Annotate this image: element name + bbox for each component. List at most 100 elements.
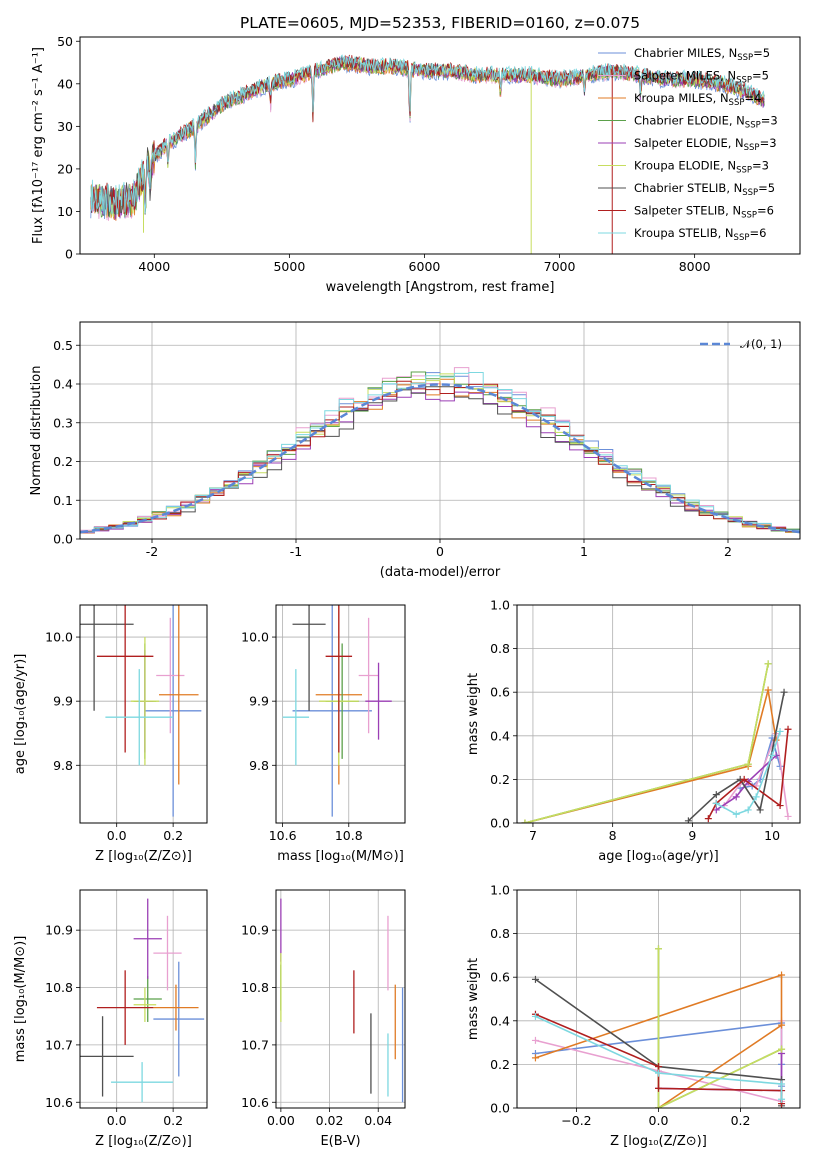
axes-spectrum: 4000 5000 6000 7000 8000 0 10 20 30 40 50 wavelengt… (31, 34, 801, 295)
y-tick-label: 10.0 (241, 630, 269, 645)
y-tick-label: 0.0 (490, 1101, 510, 1116)
x-tick-label: 0.2 (163, 828, 183, 843)
weight-marker (780, 688, 788, 696)
y-axis-label: Flux [fλ10⁻¹⁷ erg cm⁻² s⁻¹ A⁻¹] (31, 47, 46, 244)
x-tick-label: 9 (688, 828, 696, 843)
errorbar-point (80, 1016, 134, 1097)
axes-residuals: -2 -1 0 1 2 0.0 0.1 0.2 0.3 0.4 0.5 (data-model)/er… (29, 321, 801, 580)
weight-marker (778, 1045, 786, 1053)
errorbar-point (159, 605, 199, 785)
x-tick-label: 4000 (138, 259, 170, 274)
errorbar-point (105, 669, 174, 766)
x-tick-label: 0.2 (163, 1113, 183, 1128)
x-tick-label: −0.2 (561, 1113, 591, 1128)
weight-series-line (524, 689, 777, 823)
weight-marker (531, 1012, 539, 1020)
x-tick-label: 0.0 (107, 828, 127, 843)
axes-mass_vs_Z: 0.0 0.2 10.6 10.7 10.8 10.9 Z [log₁₀(Z/Z⊙)] mas… (13, 889, 208, 1149)
plot-area-weight_vs_Z (531, 945, 786, 1108)
legend-label: Kroupa MILES, NSSP=4 (634, 91, 761, 108)
errorbar-point (325, 605, 353, 753)
y-tick-label: 10.0 (45, 630, 73, 645)
plot-area-mass_vs_EBV (280, 898, 404, 1103)
weight-marker (712, 806, 720, 814)
axes-frame (79, 604, 208, 824)
legend-label: Chabrier MILES, NSSP=5 (634, 46, 770, 63)
y-tick-label: 9.9 (249, 694, 269, 709)
errorbar-point (156, 617, 185, 734)
plot-area-mass_vs_Z (80, 898, 205, 1103)
weight-marker (655, 945, 662, 953)
y-tick-label: 0.8 (490, 641, 510, 656)
axes-frame (275, 889, 406, 1109)
y-tick-label: 10.6 (241, 1095, 269, 1110)
errorbar-point (133, 898, 162, 979)
weight-marker (531, 975, 539, 983)
weight-marker (521, 819, 529, 823)
y-tick-label: 0.5 (53, 338, 73, 353)
x-tick-label: 10.8 (335, 828, 363, 843)
weight-marker (778, 971, 786, 979)
errorbar-point (153, 961, 205, 1077)
axes-weight_vs_Z: −0.2 0.0 0.2 0.0 0.2 0.4 0.6 0.8 1.0 Z [log₁₀(Z/Z… (466, 883, 801, 1149)
weight-series-line (535, 1015, 783, 1100)
x-tick-label: 2 (724, 544, 732, 559)
y-tick-label: 0.4 (53, 377, 73, 392)
y-tick-label: 0.3 (53, 415, 73, 430)
weight-marker (740, 775, 748, 783)
y-tick-label: 40 (57, 76, 73, 91)
weight-marker (655, 1069, 662, 1077)
x-tick-label: -2 (146, 544, 158, 559)
legend-label: Salpeter MILES, NSSP=5 (634, 69, 769, 86)
x-axis-label: E(B-V) (320, 1134, 360, 1149)
y-tick-label: 10.7 (241, 1037, 269, 1052)
x-tick-label: 0 (436, 544, 444, 559)
x-tick-label: 7 (529, 828, 537, 843)
legend-label: 𝒩(0, 1) (740, 337, 782, 351)
x-axis-label: Z [log₁₀(Z/Z⊙)] (95, 1134, 192, 1149)
weight-series-line (715, 754, 777, 811)
x-axis-label: age [log₁₀(age/yr)] (598, 849, 719, 864)
weight-marker (704, 815, 712, 823)
y-tick-label: 20 (57, 161, 73, 176)
y-tick-label: 10.6 (45, 1095, 73, 1110)
y-tick-label: 1.0 (490, 598, 510, 613)
x-tick-label: 10 (764, 828, 780, 843)
y-tick-label: 0.8 (490, 926, 510, 941)
errorbar-point (133, 987, 157, 1022)
weight-marker (764, 660, 772, 668)
legend-label: Salpeter STELIB, NSSP=6 (634, 204, 774, 221)
weight-marker (744, 760, 752, 768)
y-tick-label: 10.8 (45, 980, 73, 995)
errorbar-point (130, 637, 160, 766)
weight-marker (744, 806, 752, 814)
y-tick-label: 10.9 (45, 923, 73, 938)
x-axis-label: wavelength [Angstrom, rest frame] (326, 280, 555, 295)
x-axis-label: Z [log₁₀(Z/Z⊙)] (95, 849, 192, 864)
plot-area-weight_vs_age (521, 660, 792, 823)
y-tick-label: 0.1 (53, 493, 73, 508)
y-tick-label: 0.2 (53, 454, 73, 469)
weight-marker (778, 1095, 786, 1103)
weight-marker (531, 1036, 539, 1044)
errorbar-point (282, 669, 310, 766)
y-tick-label: 10 (57, 204, 73, 219)
errorbar-point (133, 976, 162, 1022)
weight-marker (655, 1063, 662, 1071)
errorbar-point (111, 1062, 174, 1103)
x-tick-label: 0.02 (316, 1113, 344, 1128)
weight-marker (784, 725, 792, 733)
x-tick-label: 0.0 (107, 1113, 127, 1128)
legend-label: Chabrier ELODIE, NSSP=3 (634, 114, 778, 131)
x-axis-label: mass [log₁₀(M/M⊙)] (277, 849, 404, 864)
y-axis-label: mass [log₁₀(M/M⊙)] (13, 936, 28, 1063)
weight-marker (784, 812, 792, 820)
y-tick-label: 9.8 (249, 758, 269, 773)
y-tick-label: 0.4 (490, 1013, 510, 1028)
y-tick-label: 0.6 (490, 970, 510, 985)
y-tick-label: 0.4 (490, 728, 510, 743)
axes-age_vs_Z: 0.0 0.2 9.8 9.9 10.0 Z [log₁₀(Z/Z⊙)] age [log₁… (13, 604, 208, 864)
histogram-series-step (80, 386, 800, 532)
y-tick-label: 0 (65, 247, 73, 262)
legend-label: Chabrier STELIB, NSSP=5 (634, 181, 775, 198)
